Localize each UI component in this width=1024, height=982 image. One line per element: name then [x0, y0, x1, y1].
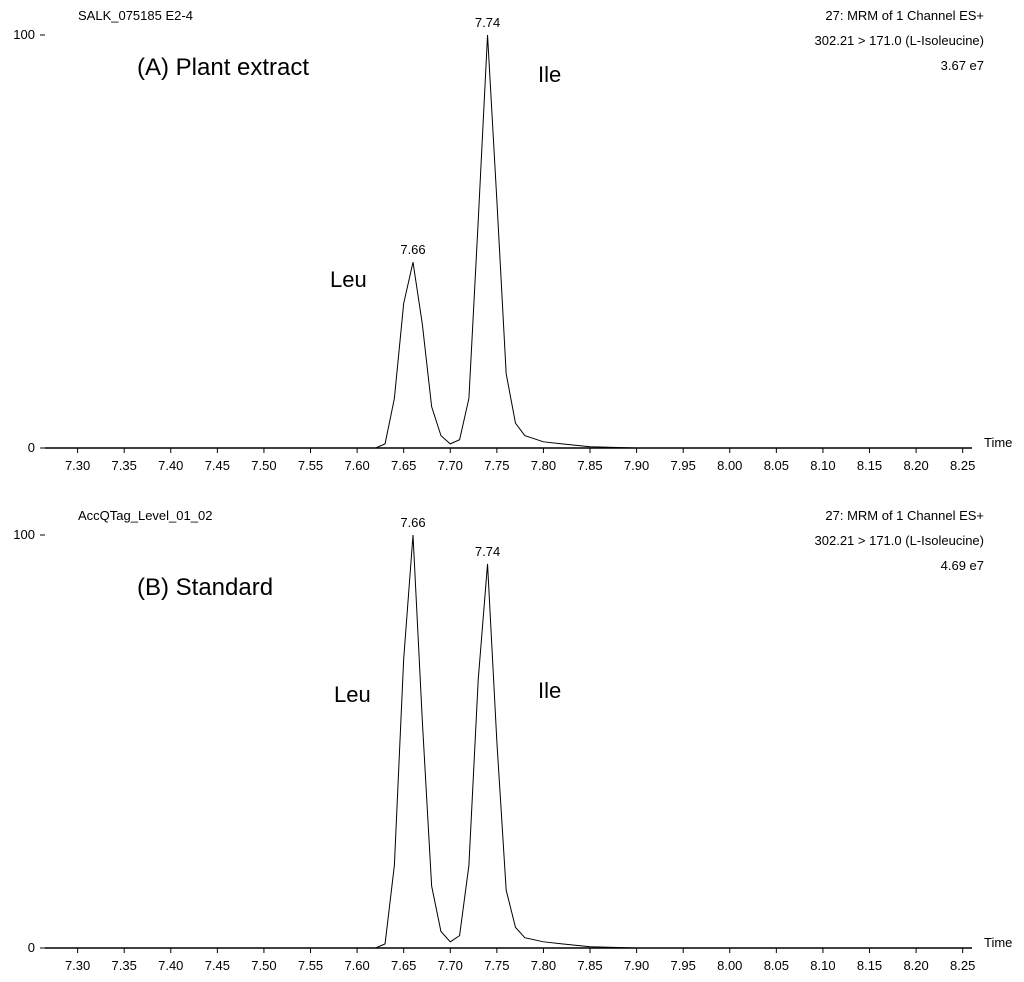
x-tick-label: 7.90 — [624, 458, 649, 473]
x-tick-label: 7.55 — [298, 958, 323, 973]
annotation: (B) Standard — [137, 574, 273, 601]
x-tick-label: 7.90 — [624, 958, 649, 973]
sample-name: SALK_075185 E2-4 — [78, 8, 193, 23]
x-tick-label: 7.45 — [205, 958, 230, 973]
header-line: 302.21 > 171.0 (L-Isoleucine) — [815, 33, 984, 48]
x-tick-label: 8.20 — [903, 458, 928, 473]
x-tick-label: 8.25 — [950, 458, 975, 473]
x-tick-label: 7.75 — [484, 458, 509, 473]
x-tick-label: 8.10 — [810, 458, 835, 473]
annotation: (A) Plant extract — [137, 54, 309, 81]
sample-name: AccQTag_Level_01_02 — [78, 508, 212, 523]
x-tick-label: 8.15 — [857, 958, 882, 973]
x-tick-label: 7.80 — [531, 458, 556, 473]
annotation: Ile — [538, 62, 561, 87]
y-tick-label: 100 — [13, 527, 35, 542]
y-tick-label: 0 — [28, 440, 35, 455]
x-tick-label: 8.25 — [950, 958, 975, 973]
x-tick-label: 8.20 — [903, 958, 928, 973]
peak-label: 7.74 — [475, 15, 500, 30]
header-line: 3.67 e7 — [941, 58, 984, 73]
x-tick-label: 7.65 — [391, 958, 416, 973]
x-tick-label: 7.95 — [671, 958, 696, 973]
x-tick-label: 7.65 — [391, 458, 416, 473]
x-tick-label: 7.85 — [577, 958, 602, 973]
x-tick-label: 8.10 — [810, 958, 835, 973]
panel: AccQTag_Level_01_02 27: MRM of 1 Channel … — [13, 508, 1012, 973]
x-tick-label: 7.35 — [112, 958, 137, 973]
x-tick-label: 7.85 — [577, 458, 602, 473]
x-tick-label: 7.80 — [531, 958, 556, 973]
x-axis-label: Time — [984, 435, 1012, 450]
x-tick-label: 7.30 — [65, 958, 90, 973]
panel: SALK_075185 E2-4 27: MRM of 1 Channel ES+… — [13, 8, 1012, 473]
header-line: 302.21 > 171.0 (L-Isoleucine) — [815, 533, 984, 548]
y-tick-label: 0 — [28, 940, 35, 955]
x-tick-label: 7.70 — [438, 458, 463, 473]
x-tick-label: 8.00 — [717, 958, 742, 973]
x-tick-label: 7.70 — [438, 958, 463, 973]
x-tick-label: 7.55 — [298, 458, 323, 473]
peak-label: 7.74 — [475, 544, 500, 559]
x-tick-label: 7.95 — [671, 458, 696, 473]
x-axis-label: Time — [984, 935, 1012, 950]
x-tick-label: 7.60 — [344, 458, 369, 473]
x-tick-label: 7.50 — [251, 958, 276, 973]
annotation: Leu — [334, 682, 371, 707]
header-line: 27: MRM of 1 Channel ES+ — [825, 8, 984, 23]
trace — [45, 534, 972, 949]
x-tick-label: 7.75 — [484, 958, 509, 973]
y-tick-label: 100 — [13, 27, 35, 42]
peak-label: 7.66 — [400, 242, 425, 257]
x-tick-label: 7.45 — [205, 458, 230, 473]
x-tick-label: 7.30 — [65, 458, 90, 473]
annotation: Ile — [538, 678, 561, 703]
header-line: 27: MRM of 1 Channel ES+ — [825, 508, 984, 523]
x-tick-label: 8.15 — [857, 458, 882, 473]
x-tick-label: 7.50 — [251, 458, 276, 473]
x-tick-label: 8.00 — [717, 458, 742, 473]
x-tick-label: 8.05 — [764, 458, 789, 473]
x-tick-label: 7.40 — [158, 958, 183, 973]
x-tick-label: 7.60 — [344, 958, 369, 973]
trace — [45, 34, 972, 449]
peak-label: 7.66 — [400, 515, 425, 530]
x-tick-label: 7.35 — [112, 458, 137, 473]
x-tick-label: 8.05 — [764, 958, 789, 973]
header-line: 4.69 e7 — [941, 558, 984, 573]
annotation: Leu — [330, 267, 367, 292]
x-tick-label: 7.40 — [158, 458, 183, 473]
